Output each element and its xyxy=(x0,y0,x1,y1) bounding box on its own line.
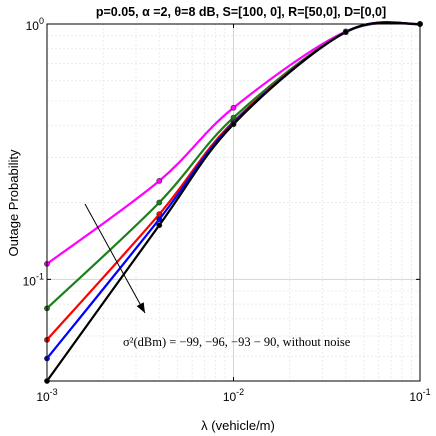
grid xyxy=(46,23,420,382)
tick-labels: 10-3 10-2 10-1 10-1 100 xyxy=(23,16,431,404)
annotation-arrow-head xyxy=(136,302,145,313)
data-point xyxy=(156,216,163,223)
series-line xyxy=(46,21,421,382)
noise-annotation: σ²(dBm) = −99, −96, −93 − 90, without no… xyxy=(123,335,351,349)
data-point xyxy=(156,178,163,184)
data-point xyxy=(156,199,163,206)
y-axis-label: Outage Probability xyxy=(6,149,21,256)
tick-label: 100 xyxy=(26,16,44,33)
tick-label: 10-2 xyxy=(223,387,244,404)
data-point xyxy=(230,121,237,128)
tick-label: 10-3 xyxy=(36,387,57,404)
data-point xyxy=(156,222,163,229)
data-point xyxy=(342,29,349,35)
data-point xyxy=(230,104,237,111)
tick-label: 10-1 xyxy=(23,271,44,288)
x-axis-label: λ (vehicle/m) xyxy=(201,418,275,433)
annotation-arrow xyxy=(84,203,146,314)
chart-title: p=0.05, α =2, θ=8 dB, S=[100, 0], R=[50,… xyxy=(96,5,386,19)
tick-label: 10-1 xyxy=(409,387,430,404)
